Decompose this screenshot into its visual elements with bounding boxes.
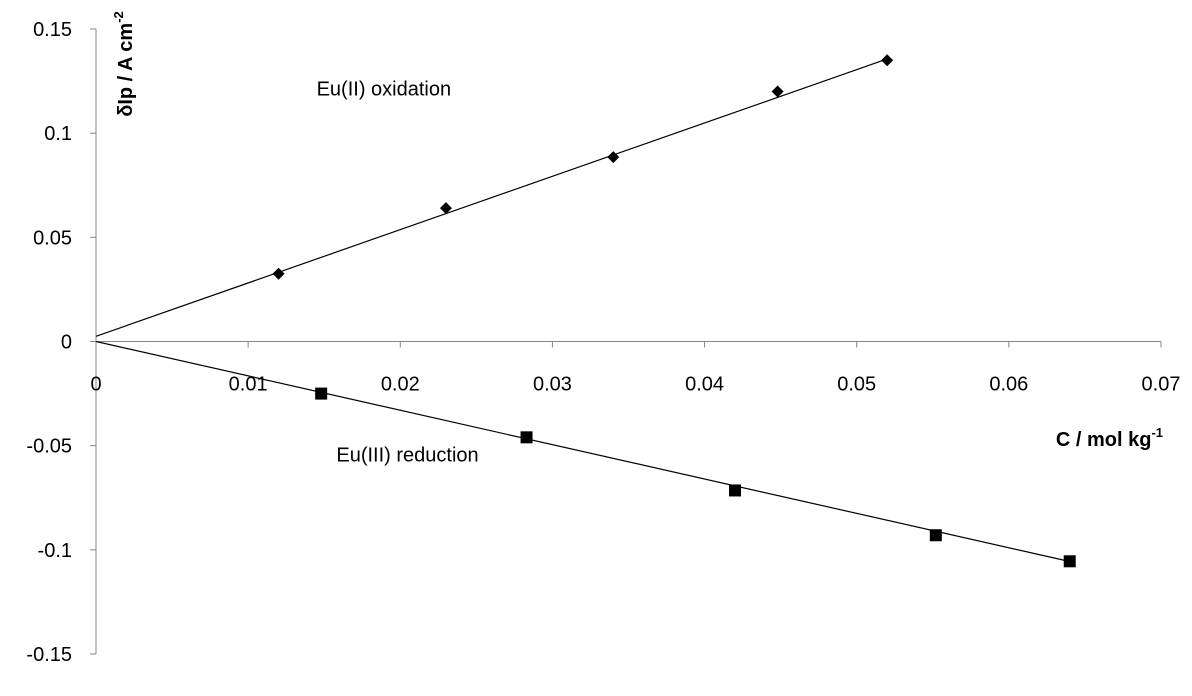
data-point-square (929, 529, 942, 542)
ticks: -0.15 -0.1 -0.05 0 0.05 0.1 0.15 0 0.01 0.02 0.03 0… (26, 19, 1180, 666)
x-tick-label: 0.04 (685, 374, 724, 396)
y-tick-label: 0.1 (44, 123, 72, 145)
y-tick-label: 0.15 (33, 19, 72, 41)
x-axis-title: C / mol kg-1 (1056, 425, 1163, 451)
data-point-diamond (439, 202, 452, 215)
y-tick-label: -0.1 (38, 540, 72, 562)
data-point-diamond (607, 151, 620, 164)
axes (95, 29, 1161, 654)
y-tick-label: -0.05 (26, 436, 72, 458)
data-markers (272, 54, 1076, 568)
x-tick-label: 0.03 (533, 374, 572, 396)
y-axis-title: δIp / A cm-2 (111, 11, 137, 117)
annotation-label: Eu(II) oxidation (317, 79, 452, 101)
data-point-square (1063, 555, 1076, 568)
x-tick-label: 0.02 (381, 374, 420, 396)
x-tick-label: 0.07 (1142, 374, 1181, 396)
x-tick-label: 0 (90, 374, 101, 396)
data-point-square (520, 431, 533, 444)
y-tick-label: 0 (61, 332, 72, 354)
labels: δIp / A cm-2 C / mol kg-1 Eu(II) oxidati… (111, 11, 1163, 466)
data-point-diamond (881, 54, 894, 67)
x-tick-label: 0.05 (837, 374, 876, 396)
fit-line-1 (95, 58, 888, 337)
annotation-label: Eu(III) reduction (336, 444, 478, 466)
data-point-diamond (272, 267, 285, 280)
fit-line-2 (95, 340, 1070, 563)
x-tick-label: 0.06 (989, 374, 1028, 396)
data-point-diamond (771, 85, 784, 98)
data-point-square (729, 484, 741, 497)
fit-lines (95, 58, 1070, 563)
data-point-square (315, 387, 328, 400)
y-tick-label: -0.15 (26, 644, 72, 666)
y-tick-label: 0.05 (33, 227, 72, 249)
x-tick-label: 0.01 (229, 374, 268, 396)
